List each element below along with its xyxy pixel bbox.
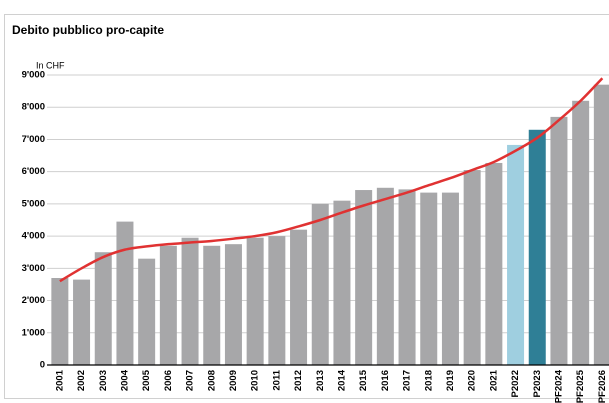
bar: [94, 252, 112, 365]
bar: [268, 236, 286, 365]
x-tick-label: 2016: [380, 370, 391, 391]
x-tick-label: 2014: [336, 369, 347, 391]
bar: [224, 244, 242, 365]
bar: [290, 229, 308, 365]
y-tick-label: 9'000: [22, 70, 45, 81]
x-tick-label: 2009: [228, 370, 239, 391]
x-tick-label: 2015: [358, 369, 369, 391]
bar: [116, 221, 134, 365]
bar: [51, 278, 69, 365]
x-tick-label: PF2025: [575, 369, 586, 403]
x-tick-label: P2023: [532, 370, 543, 397]
bar: [376, 187, 394, 365]
x-tick-label: 2005: [141, 369, 152, 391]
bar: [398, 189, 416, 365]
bar: [528, 129, 546, 365]
x-tick-label: 2017: [402, 370, 413, 391]
y-tick-label: 6'000: [22, 166, 45, 177]
x-tick-label: 2002: [76, 370, 87, 391]
y-tick-label: 4'000: [22, 231, 45, 242]
trend-line: [59, 77, 604, 283]
x-tick-label: 2003: [98, 370, 109, 391]
x-tick-label: 2008: [206, 370, 217, 391]
bar: [420, 192, 438, 365]
x-tick-label: 2013: [315, 370, 326, 391]
x-tick-label: 2012: [293, 370, 304, 391]
bar: [311, 203, 329, 365]
y-tick-label: 5'000: [22, 198, 45, 209]
x-tick-label: 2001: [54, 369, 65, 391]
bar: [593, 84, 609, 366]
bar: [355, 190, 373, 365]
frame: [4, 14, 609, 399]
bar: [441, 192, 459, 365]
y-tick-label: 1'000: [22, 327, 45, 338]
x-tick-label: 2020: [467, 370, 478, 391]
x-tick-label: P2022: [510, 370, 521, 397]
bar: [138, 258, 156, 365]
bar: [463, 170, 481, 365]
x-tick-label: 2007: [185, 370, 196, 391]
bar: [572, 100, 590, 366]
bar: [485, 162, 503, 365]
y-tick-label: 7'000: [22, 134, 45, 145]
x-tick-label: 2011: [271, 369, 282, 390]
chart-title: Debito pubblico pro-capite: [12, 23, 164, 37]
bar: [159, 245, 177, 365]
x-tick-label: PF2024: [553, 369, 564, 403]
y-axis-label: In CHF: [36, 60, 65, 70]
x-tick-label: 2021: [488, 369, 499, 391]
bar: [333, 200, 351, 365]
x-tick-label: PF2026: [597, 370, 608, 403]
x-tick-label: 2018: [423, 370, 434, 391]
x-tick-label: 2006: [163, 370, 174, 391]
bar: [73, 279, 91, 365]
bar: [507, 144, 525, 365]
y-tick-label: 3'000: [22, 263, 45, 274]
x-tick-label: 2010: [250, 370, 261, 391]
y-tick-label: 2'000: [22, 295, 45, 306]
bar: [246, 237, 264, 365]
y-tick-label: 0: [40, 360, 45, 371]
bar: [550, 116, 568, 365]
bar: [203, 245, 221, 365]
x-tick-label: 2019: [445, 370, 456, 391]
y-tick-label: 8'000: [22, 102, 45, 113]
bar: [181, 237, 199, 365]
x-tick-label: 2004: [119, 369, 130, 391]
